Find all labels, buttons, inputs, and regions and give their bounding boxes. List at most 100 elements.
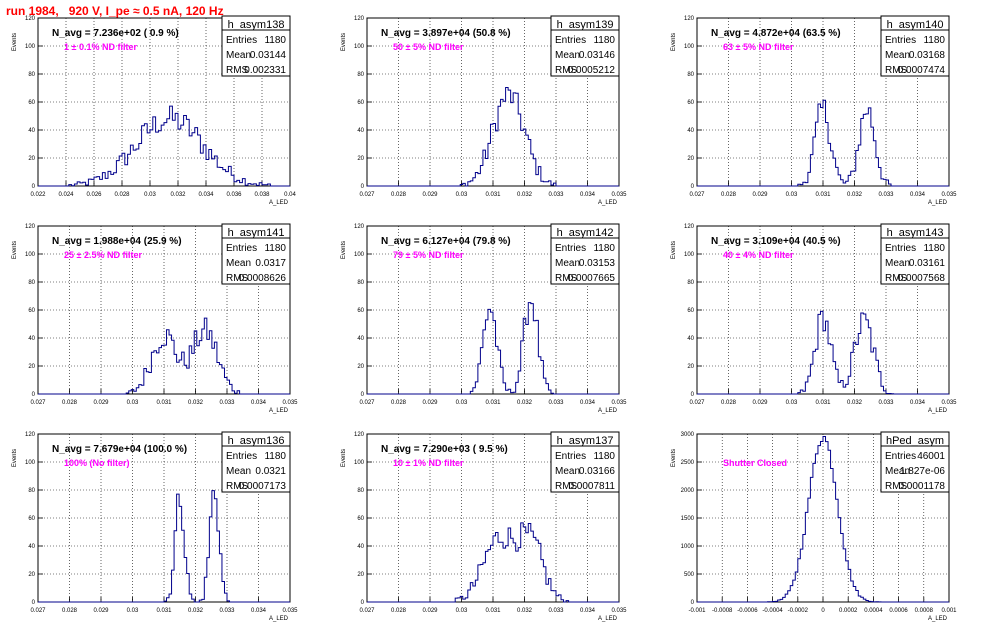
y-tick-label: 20 bbox=[28, 572, 35, 578]
n-avg-label: N_avg = 6.127e+04 (79.8 %) bbox=[381, 236, 511, 247]
y-tick-label: 120 bbox=[354, 432, 365, 438]
stats-label: Mean bbox=[226, 466, 251, 477]
y-axis-label: Events bbox=[341, 33, 347, 51]
x-tick-label: 0.027 bbox=[30, 608, 46, 614]
stats-label: Mean bbox=[885, 258, 910, 269]
x-axis-label: A_LED bbox=[269, 616, 289, 622]
filter-annotation: 40 ± 4% ND filter bbox=[723, 250, 794, 260]
stats-value: 0.0007665 bbox=[568, 273, 616, 284]
y-tick-label: 60 bbox=[28, 308, 35, 314]
x-axis-label: A_LED bbox=[928, 408, 948, 414]
x-tick-label: 0.028 bbox=[391, 192, 407, 198]
x-tick-label: 0.034 bbox=[910, 192, 926, 198]
x-tick-label: 0.028 bbox=[391, 400, 407, 406]
stats-value: 1180 bbox=[593, 35, 615, 46]
filter-annotation: 1 ± 0.1% ND filter bbox=[64, 42, 137, 52]
stats-label: RMS bbox=[226, 65, 249, 76]
x-tick-label: 0.029 bbox=[752, 400, 768, 406]
stats-box bbox=[221, 237, 291, 285]
y-tick-label: 100 bbox=[25, 44, 36, 50]
y-tick-label: 80 bbox=[28, 72, 35, 78]
x-tick-label: 0.027 bbox=[359, 192, 375, 198]
y-tick-label: 20 bbox=[28, 364, 35, 370]
stats-value: 0.0007474 bbox=[898, 65, 946, 76]
y-tick-label: 0 bbox=[691, 184, 695, 190]
y-tick-label: 40 bbox=[357, 544, 364, 550]
x-tick-label: 0.0002 bbox=[839, 608, 858, 614]
stats-box bbox=[221, 29, 291, 77]
stats-label: Entries bbox=[555, 35, 586, 46]
y-tick-label: 0 bbox=[32, 184, 36, 190]
y-tick-label: 500 bbox=[684, 572, 695, 578]
x-tick-label: 0.03 bbox=[144, 192, 156, 198]
y-axis-label: Events bbox=[671, 241, 677, 259]
y-tick-label: 0 bbox=[32, 600, 36, 606]
stats-value: 0.0007811 bbox=[568, 481, 615, 492]
x-tick-label: 0.001 bbox=[941, 608, 957, 614]
histogram-line bbox=[38, 317, 290, 395]
y-tick-label: 40 bbox=[687, 128, 694, 134]
filter-annotation: 10 ± 1% ND filter bbox=[393, 458, 464, 468]
x-tick-label: -0.0002 bbox=[788, 608, 809, 614]
x-tick-label: 0.029 bbox=[93, 608, 109, 614]
stats-label: RMS bbox=[885, 273, 908, 284]
histogram-line bbox=[367, 302, 619, 395]
y-tick-label: 20 bbox=[28, 156, 35, 162]
stats-value: 0.03168 bbox=[909, 50, 946, 61]
histogram-line bbox=[697, 436, 949, 603]
stats-label: RMS bbox=[555, 273, 578, 284]
x-tick-label: 0.031 bbox=[815, 400, 831, 406]
stats-box bbox=[880, 29, 950, 77]
y-tick-label: 0 bbox=[361, 392, 365, 398]
filter-annotation: 63 ± 5% ND filter bbox=[723, 42, 794, 52]
filter-annotation: 25 ± 2.5% ND filter bbox=[64, 250, 142, 260]
x-tick-label: 0.029 bbox=[752, 192, 768, 198]
histogram-h_asym136: 0.027 0.028 0.029 0.03 0.031 0.032 0.033 0.034 0… bbox=[12, 431, 298, 622]
y-tick-label: 120 bbox=[684, 16, 695, 22]
n-avg-label: N_avg = 7.290e+03 ( 9.5 %) bbox=[381, 444, 508, 455]
stats-label: RMS bbox=[885, 481, 908, 492]
stats-value: 0.03166 bbox=[579, 466, 616, 477]
x-tick-label: 0.026 bbox=[86, 192, 102, 198]
x-tick-label: 0.035 bbox=[611, 192, 627, 198]
stats-title: h_asym136 bbox=[228, 435, 285, 447]
y-tick-label: 60 bbox=[357, 516, 364, 522]
stats-label: Mean bbox=[226, 50, 251, 61]
histogram-h_asym137: 0.027 0.028 0.029 0.03 0.031 0.032 0.033 0.034 0… bbox=[341, 431, 627, 622]
x-tick-label: 0.032 bbox=[188, 400, 204, 406]
y-tick-label: 80 bbox=[28, 280, 35, 286]
x-tick-label: 0.033 bbox=[219, 608, 235, 614]
x-tick-label: 0.028 bbox=[114, 192, 130, 198]
histogram-line bbox=[367, 86, 619, 187]
x-tick-label: 0.033 bbox=[548, 192, 564, 198]
x-tick-label: 0.028 bbox=[62, 608, 78, 614]
stats-label: Entries bbox=[885, 451, 916, 462]
x-tick-label: 0.035 bbox=[941, 192, 957, 198]
stats-value: 1180 bbox=[264, 243, 286, 254]
y-tick-label: 0 bbox=[361, 184, 365, 190]
stats-value: 1.827e-06 bbox=[900, 466, 945, 477]
y-tick-label: 20 bbox=[357, 572, 364, 578]
y-tick-label: 60 bbox=[28, 100, 35, 106]
y-tick-label: 80 bbox=[357, 280, 364, 286]
stats-value: 0.0317 bbox=[255, 258, 286, 269]
histogram-line bbox=[367, 522, 619, 603]
y-tick-label: 0 bbox=[691, 600, 695, 606]
stats-value: 0.0321 bbox=[255, 466, 286, 477]
y-tick-label: 40 bbox=[28, 128, 35, 134]
stats-label: Entries bbox=[226, 35, 257, 46]
x-tick-label: -0.0006 bbox=[737, 608, 758, 614]
stats-value: 1180 bbox=[593, 243, 615, 254]
stats-box bbox=[550, 237, 620, 285]
stats-label: RMS bbox=[885, 65, 908, 76]
stats-title: h_asym142 bbox=[557, 227, 614, 239]
stats-box bbox=[550, 29, 620, 77]
x-tick-label: -0.001 bbox=[688, 608, 706, 614]
stats-label: Mean bbox=[555, 258, 580, 269]
x-tick-label: 0.035 bbox=[282, 400, 298, 406]
histogram-line bbox=[38, 490, 290, 603]
x-tick-label: -0.0008 bbox=[712, 608, 733, 614]
y-tick-label: 20 bbox=[357, 156, 364, 162]
filter-annotation: 50 ± 5% ND filter bbox=[393, 42, 464, 52]
stats-value: 1180 bbox=[264, 35, 286, 46]
